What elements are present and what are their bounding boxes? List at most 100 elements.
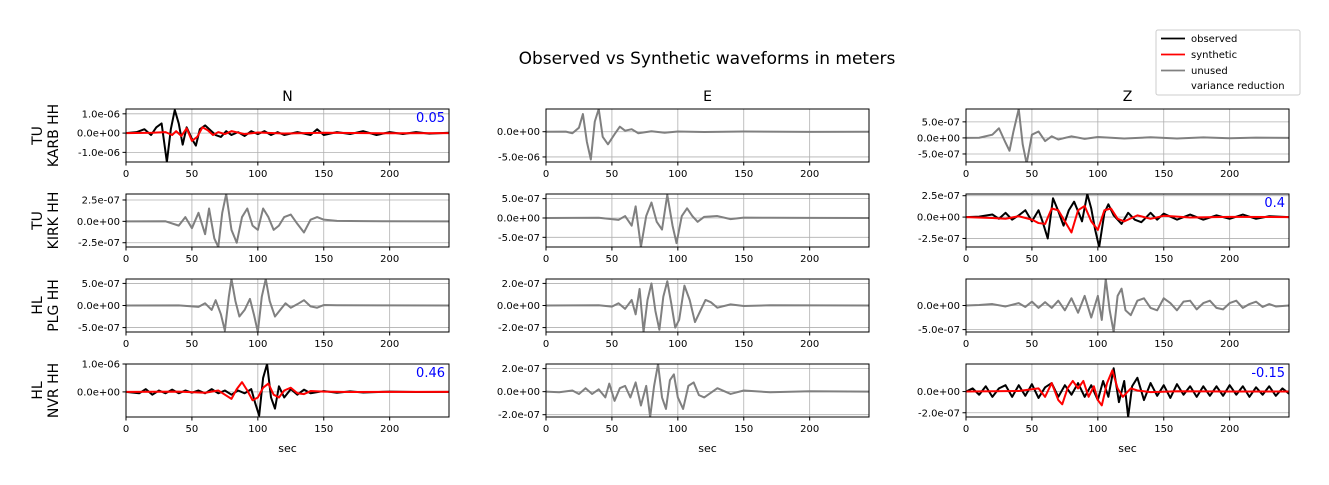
x-tick-label: 150 <box>1154 169 1173 180</box>
variance-reduction-value: 0.4 <box>1264 196 1285 211</box>
x-tick-label: 150 <box>734 254 753 265</box>
series-synthetic <box>966 204 1289 234</box>
axes-frame <box>125 108 450 163</box>
y-tick-label: -5.0e-07 <box>918 325 960 336</box>
x-tick-label: 100 <box>248 254 267 265</box>
x-tick-label: 100 <box>1088 339 1107 350</box>
series-unused <box>546 280 869 332</box>
y-tick-label: -2.0e-07 <box>498 410 540 421</box>
legend-synthetic-label: synthetic <box>1191 50 1237 61</box>
y-tick-label: -5.0e-07 <box>78 323 120 334</box>
axes-frame <box>125 193 450 248</box>
y-tick-label: 2.0e-07 <box>502 279 540 290</box>
y-tick-label: 0.0e+00 <box>917 133 960 144</box>
axes-frame <box>545 363 870 418</box>
panel-nvr-n: 0 50 100 150 200 1.0e-06 0.0e+00 0.46 sec <box>77 360 450 455</box>
axes-frame <box>545 108 870 163</box>
station-label: KIRK HH <box>46 192 62 250</box>
column-title-n: N <box>282 89 292 105</box>
series-unused <box>966 279 1289 332</box>
y-tick-label: 0.0e+00 <box>917 301 960 312</box>
x-tick-label: 150 <box>314 339 333 350</box>
y-tick-label: 0.0e+00 <box>917 213 960 224</box>
x-tick-label: 0 <box>543 169 549 180</box>
panels: 0 50 100 150 200 1.0e-06 0.0e+00 -1.0e-06 0.05 0 5… <box>77 108 1290 455</box>
y-tick-label: 5.0e-07 <box>922 117 960 128</box>
x-tick-label: 200 <box>380 254 399 265</box>
y-tick-label: -5.0e-06 <box>498 152 540 163</box>
axes-frame <box>545 193 870 248</box>
x-tick-label: 100 <box>668 339 687 350</box>
legend: observed synthetic unused variance reduc… <box>1155 29 1301 96</box>
x-tick-label: 100 <box>1088 254 1107 265</box>
x-tick-label: 200 <box>800 424 819 435</box>
axes-frame <box>965 108 1290 163</box>
axes-frame <box>965 363 1290 418</box>
x-tick-label: 200 <box>380 169 399 180</box>
x-tick-label: 100 <box>248 339 267 350</box>
x-tick-label: 50 <box>1026 424 1039 435</box>
y-tick-label: 0.0e+00 <box>497 387 540 398</box>
y-tick-label: 0.0e+00 <box>77 129 120 140</box>
legend-variance-reduction-label: variance reduction <box>1191 81 1285 92</box>
axes-frame <box>125 363 450 418</box>
y-tick-label: 1.0e-06 <box>82 360 120 371</box>
y-tick-label: 0.0e+00 <box>77 387 120 398</box>
x-tick-label: 100 <box>1088 424 1107 435</box>
x-tick-label: 50 <box>186 254 199 265</box>
series-unused <box>546 364 869 417</box>
y-tick-label: 0.0e+00 <box>77 301 120 312</box>
x-tick-label: 0 <box>543 339 549 350</box>
variance-reduction-value: 0.05 <box>416 111 445 126</box>
series-unused <box>126 194 449 247</box>
panel-nvr-z: 0 50 100 150 200 0.0e+00 -2.0e-07 -0.15 sec <box>917 363 1290 455</box>
x-tick-label: 100 <box>248 169 267 180</box>
x-tick-label: 200 <box>1220 339 1239 350</box>
y-tick-label: 2.0e-07 <box>502 364 540 375</box>
x-tick-label: 200 <box>1220 254 1239 265</box>
series-unused <box>546 109 869 161</box>
x-axis-label: sec <box>698 442 717 455</box>
x-tick-label: 200 <box>380 339 399 350</box>
x-tick-label: 50 <box>606 169 619 180</box>
x-tick-label: 0 <box>543 424 549 435</box>
panel-kirk-z: 0 50 100 150 200 2.5e-07 0.0e+00 -2.5e-07 0.4 <box>917 191 1290 265</box>
x-tick-label: 0 <box>123 254 129 265</box>
x-tick-label: 150 <box>1154 254 1173 265</box>
station-label: NVR HH <box>46 363 62 418</box>
series-unused <box>126 279 449 332</box>
x-tick-label: 100 <box>668 424 687 435</box>
x-tick-label: 150 <box>314 424 333 435</box>
x-tick-label: 50 <box>1026 339 1039 350</box>
y-tick-label: 0.0e+00 <box>497 127 540 138</box>
network-label: HL <box>30 381 46 400</box>
panel-plg-n: 0 50 100 150 200 5.0e-07 0.0e+00 -5.0e-07 <box>77 278 450 350</box>
y-tick-label: 0.0e+00 <box>917 387 960 398</box>
x-tick-label: 0 <box>963 339 969 350</box>
panel-plg-e: 0 50 100 150 200 2.0e-07 0.0e+00 -2.0e-07 <box>497 278 870 350</box>
x-tick-label: 150 <box>734 339 753 350</box>
x-axis-label: sec <box>278 442 297 455</box>
x-tick-label: 0 <box>963 254 969 265</box>
x-tick-label: 0 <box>963 169 969 180</box>
panel-karb-z: 0 50 100 150 200 5.0e-07 0.0e+00 -5.0e-07 <box>917 108 1290 180</box>
x-tick-label: 50 <box>1026 254 1039 265</box>
x-tick-label: 0 <box>123 169 129 180</box>
x-tick-label: 50 <box>186 339 199 350</box>
x-tick-label: 150 <box>314 169 333 180</box>
x-tick-label: 0 <box>123 339 129 350</box>
legend-observed-label: observed <box>1191 34 1237 45</box>
figure-title: Observed vs Synthetic waveforms in meter… <box>519 49 896 69</box>
y-tick-label: -2.0e-07 <box>918 408 960 419</box>
row-label-1: TU KIRK HH <box>30 192 62 250</box>
x-tick-label: 150 <box>734 169 753 180</box>
row-label-3: HL NVR HH <box>30 363 62 418</box>
panel-nvr-e: 0 50 100 150 200 2.0e-07 0.0e+00 -2.0e-07 sec <box>497 363 870 455</box>
y-tick-label: 5.0e-07 <box>502 194 540 205</box>
row-label-0: TU KARB HH <box>30 104 62 167</box>
legend-box <box>1155 29 1301 96</box>
x-tick-label: 150 <box>1154 424 1173 435</box>
x-tick-label: 50 <box>186 169 199 180</box>
